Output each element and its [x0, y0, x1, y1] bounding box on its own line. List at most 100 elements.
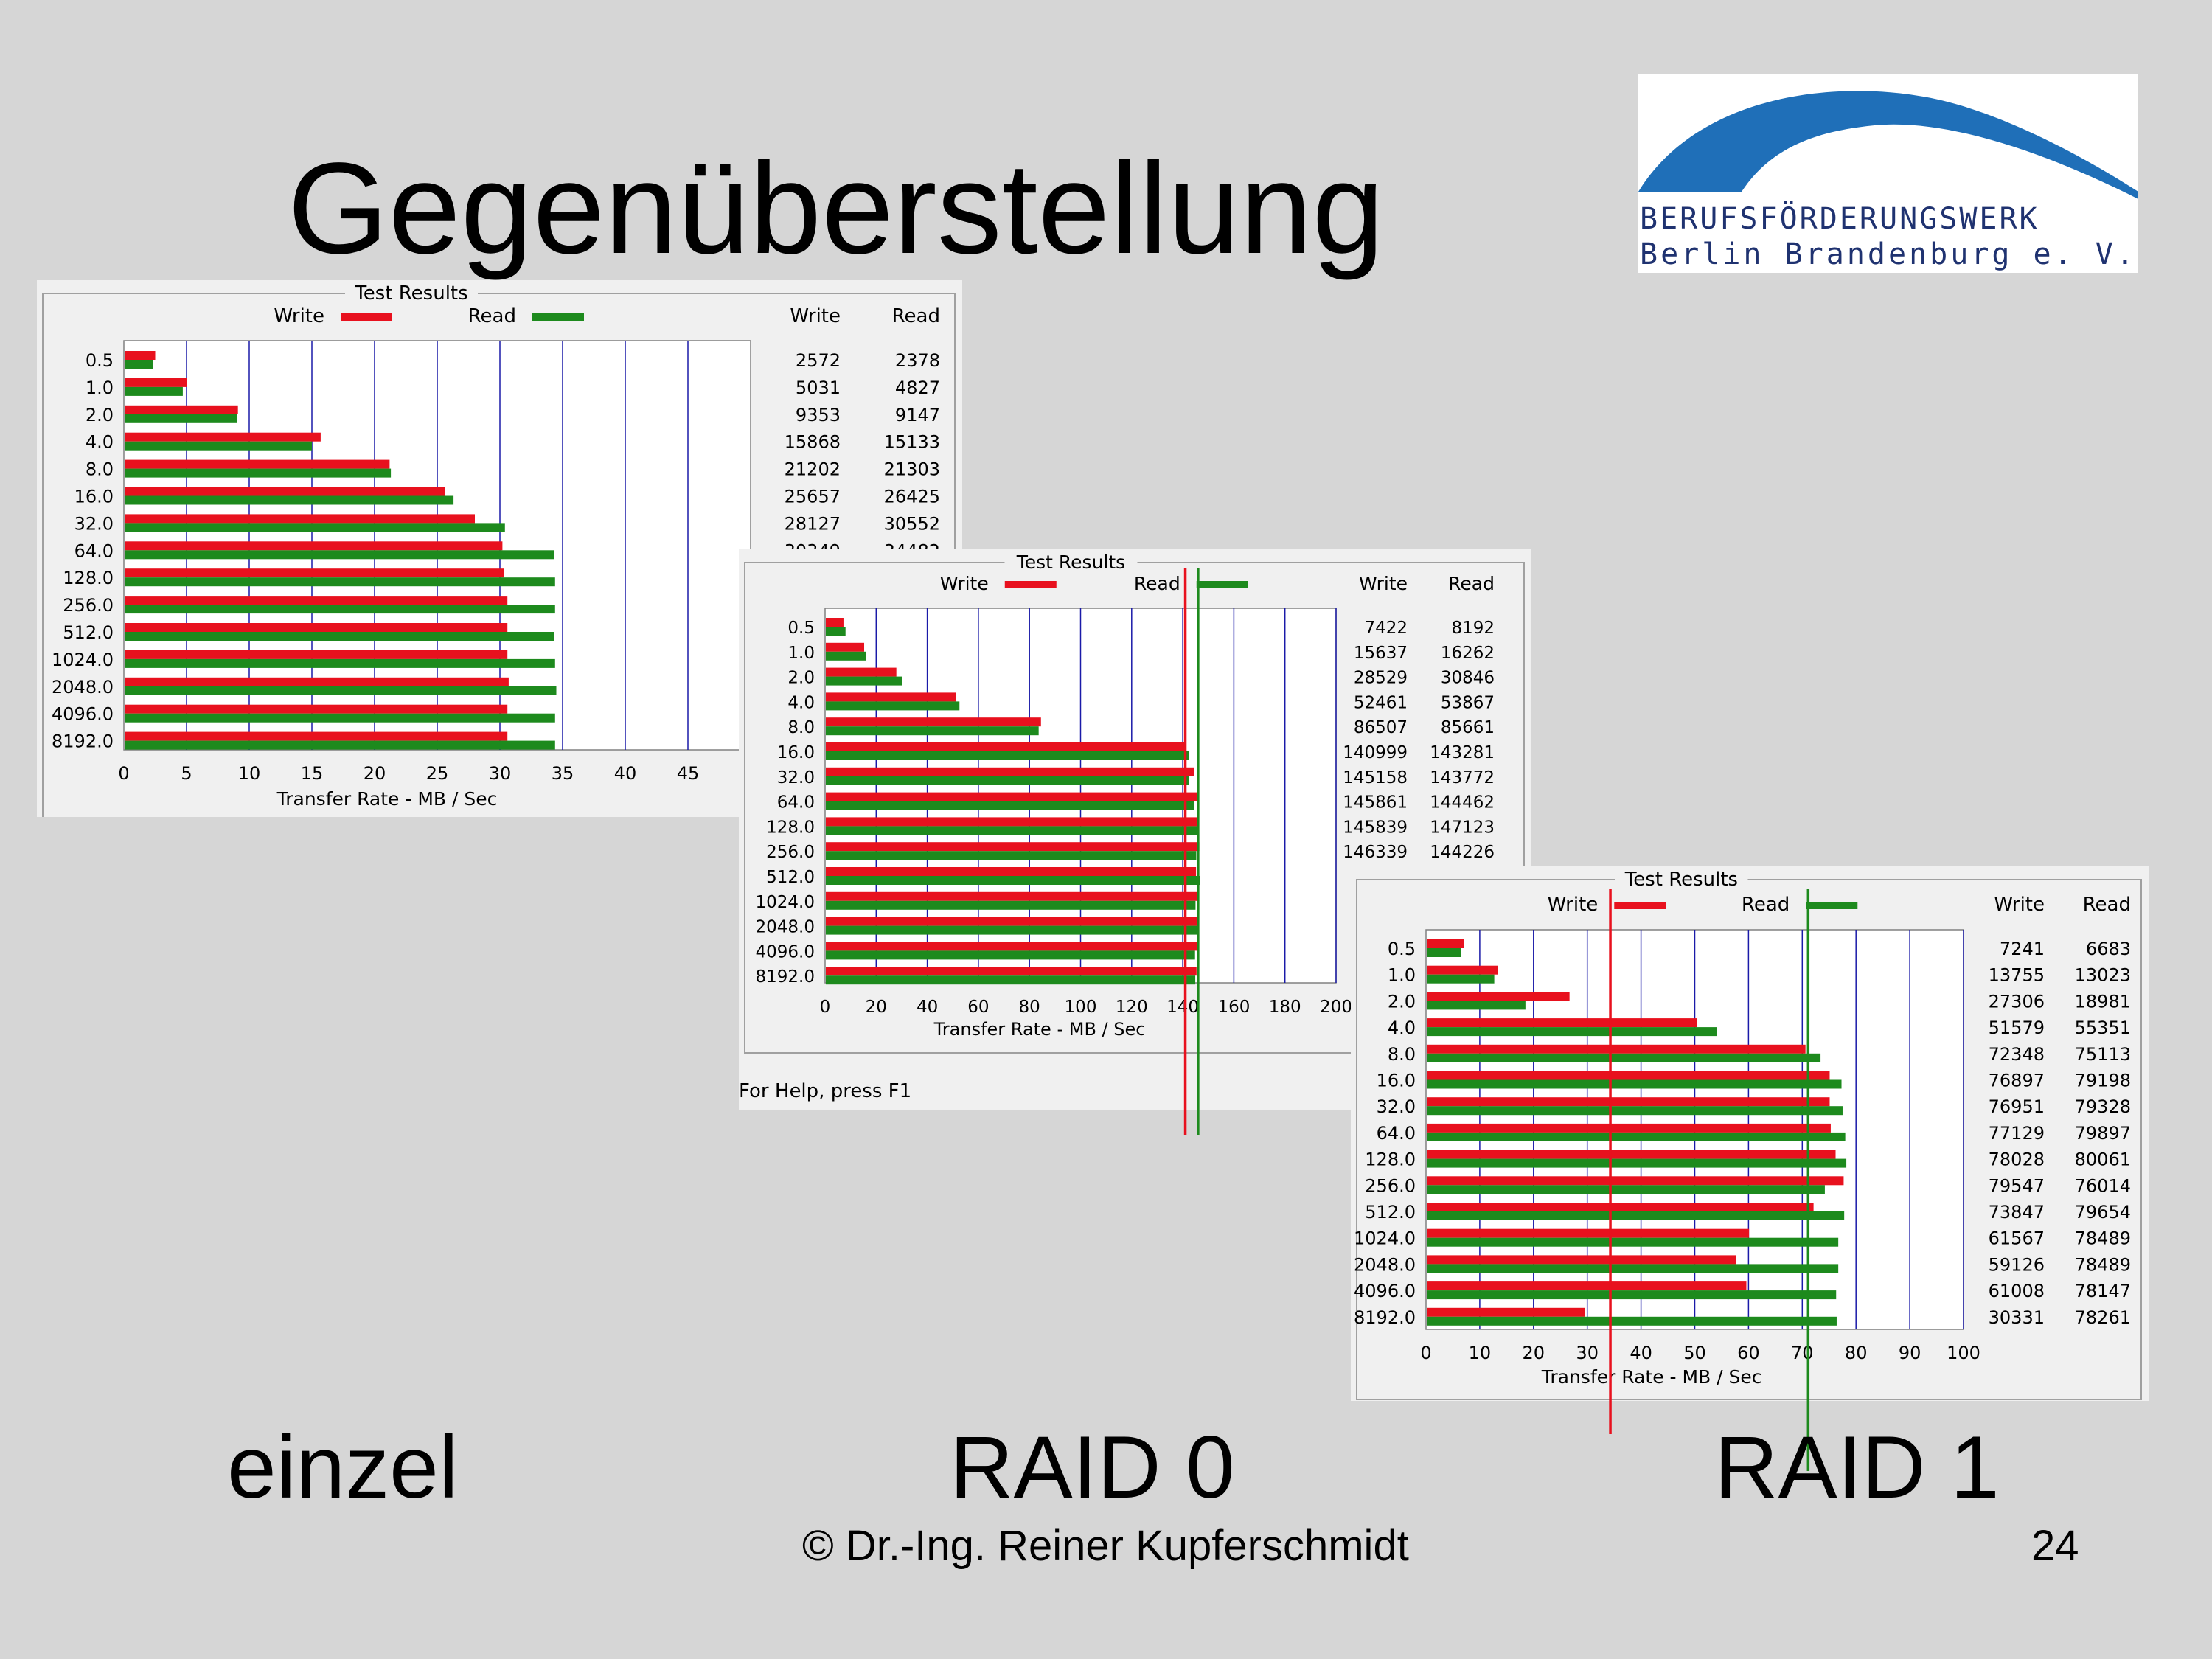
table-read-value: 2378: [895, 350, 940, 371]
table-read-value: 53867: [1441, 693, 1495, 712]
title-bg: [345, 283, 478, 304]
table-read-value: 8192: [1451, 619, 1495, 638]
label-raid0: RAID 0: [950, 1418, 1235, 1517]
write-bar: [826, 917, 1198, 926]
table-write-value: 5031: [796, 378, 841, 398]
write-bar: [1427, 1044, 1806, 1054]
x-tick-label: 35: [552, 763, 574, 784]
legend-read-label: Read: [468, 305, 516, 327]
title-bg: [1004, 552, 1138, 573]
write-bar: [826, 667, 897, 677]
y-category-label: 16.0: [1377, 1071, 1416, 1091]
write-bar: [125, 432, 321, 442]
write-bar: [826, 618, 844, 627]
y-category-label: 1.0: [1388, 965, 1416, 986]
x-tick-label: 5: [181, 763, 192, 784]
write-bar: [1427, 1123, 1831, 1133]
table-read-value: 143772: [1430, 768, 1495, 787]
x-tick-label: 160: [1217, 998, 1250, 1017]
x-tick-label: 60: [1737, 1343, 1760, 1363]
read-bar: [1427, 1027, 1717, 1037]
table-read-value: 79328: [2075, 1096, 2131, 1117]
table-read-value: 147123: [1430, 818, 1495, 837]
y-category-label: 8192.0: [756, 967, 815, 987]
column-header-read: Read: [2083, 894, 2131, 916]
write-bar: [125, 677, 509, 686]
read-bar: [1427, 1079, 1842, 1089]
write-bar: [125, 541, 503, 551]
y-category-label: 0.5: [787, 619, 815, 638]
read-bar: [125, 658, 555, 668]
write-bar: [125, 514, 475, 524]
table-read-value: 79654: [2075, 1202, 2131, 1222]
y-category-label: 16.0: [74, 487, 114, 507]
column-header-write: Write: [1994, 894, 2045, 916]
table-write-value: 86507: [1354, 718, 1408, 737]
label-einzel: einzel: [227, 1418, 459, 1517]
y-category-label: 128.0: [63, 568, 114, 588]
table-read-value: 4827: [895, 378, 940, 398]
read-bar: [826, 826, 1197, 835]
table-read-value: 144462: [1430, 793, 1495, 813]
table-write-value: 28127: [785, 513, 841, 534]
read-bar: [826, 776, 1189, 785]
x-tick-label: 80: [1845, 1343, 1868, 1363]
y-category-label: 512.0: [766, 868, 815, 887]
table-write-value: 52461: [1354, 693, 1408, 712]
write-bar: [125, 405, 238, 414]
write-bar: [826, 717, 1041, 727]
table-write-value: 13755: [1989, 965, 2045, 986]
table-write-value: 59126: [1989, 1254, 2045, 1275]
slide-title: Gegenüberstellung: [288, 136, 1385, 281]
table-write-value: 145158: [1343, 768, 1408, 787]
x-tick-label: 0: [820, 998, 831, 1017]
write-bar: [125, 596, 508, 605]
x-tick-label: 40: [917, 998, 938, 1017]
read-bar: [826, 676, 902, 686]
write-bar: [1427, 1071, 1830, 1080]
table-read-value: 15133: [884, 432, 940, 453]
read-bar: [1427, 1132, 1846, 1141]
table-read-value: 143281: [1430, 743, 1495, 762]
write-bar: [1427, 965, 1498, 975]
y-category-label: 1.0: [787, 644, 815, 663]
table-write-value: 72348: [1989, 1044, 2045, 1065]
read-bar: [826, 975, 1196, 985]
read-bar: [1427, 1053, 1821, 1062]
read-bar: [826, 950, 1195, 960]
read-bar: [125, 441, 312, 451]
chart-raid1: Test Results Write Read Write Read 0 10 20 30 40 5…: [1354, 869, 2142, 1400]
write-bar: [1427, 1255, 1736, 1265]
x-tick-label: 15: [301, 763, 324, 784]
x-tick-label: 0: [118, 763, 129, 784]
legend-read-label: Read: [1742, 894, 1790, 916]
chart-title: Test Results: [1016, 552, 1125, 573]
y-category-label: 128.0: [1365, 1150, 1416, 1170]
x-tick-label: 40: [614, 763, 637, 784]
read-bar: [125, 686, 557, 695]
table-write-value: 27306: [1989, 991, 2045, 1012]
y-category-label: 512.0: [63, 622, 114, 643]
y-category-label: 256.0: [766, 843, 815, 862]
legend-write-label: Write: [274, 305, 324, 327]
write-bar: [1427, 1150, 1836, 1159]
y-category-label: 2048.0: [756, 918, 815, 937]
write-bar: [1427, 1176, 1844, 1186]
y-category-label: 0.5: [1388, 939, 1416, 959]
y-category-label: 0.5: [86, 350, 114, 371]
x-tick-label: 0: [1420, 1343, 1431, 1363]
x-tick-label: 20: [866, 998, 887, 1017]
write-bar: [1427, 992, 1570, 1001]
table-write-value: 145861: [1343, 793, 1408, 813]
legend-read-swatch: [532, 313, 584, 321]
write-bar: [125, 459, 390, 469]
write-bar: [826, 842, 1200, 852]
table-read-value: 30846: [1441, 669, 1495, 688]
legend-write-swatch: [1614, 902, 1666, 909]
read-bar: [826, 851, 1197, 860]
read-bar: [826, 627, 846, 636]
x-axis-label: Transfer Rate - MB / Sec: [1541, 1366, 1762, 1388]
y-category-label: 8.0: [86, 459, 114, 480]
table-write-value: 145839: [1343, 818, 1408, 837]
table-write-value: 25657: [785, 487, 841, 507]
